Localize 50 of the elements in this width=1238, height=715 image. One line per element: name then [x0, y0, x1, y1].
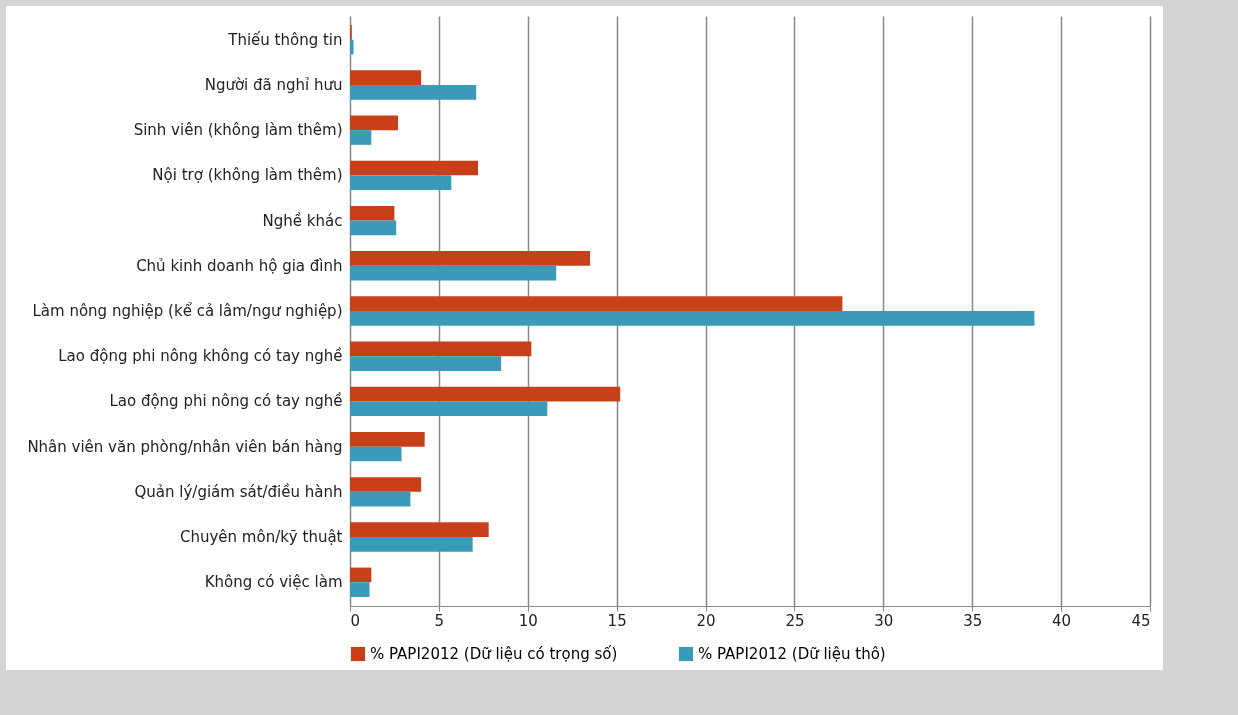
y-tick-label: Nhân viên văn phòng/nhân viên bán hàng — [27, 437, 343, 456]
bar — [350, 220, 397, 236]
bar — [350, 356, 502, 371]
bar — [350, 130, 372, 145]
y-tick-label: Nghề khác — [262, 211, 343, 230]
x-tick-label: 5 — [434, 611, 445, 630]
bar — [350, 537, 473, 552]
y-tick-label: Chủ kinh doanh hộ gia đình — [136, 256, 343, 275]
bar — [350, 70, 422, 85]
bar — [350, 175, 452, 191]
bar — [350, 341, 532, 357]
bar — [350, 115, 398, 131]
legend-label: % PAPI2012 (Dữ liệu có trọng số) — [370, 645, 618, 663]
bar — [350, 160, 478, 176]
y-tick-label: Người đã nghỉ hưu — [204, 75, 343, 94]
x-tick-label: 45 — [1131, 611, 1151, 630]
bar — [350, 477, 422, 492]
bar — [350, 251, 590, 266]
x-tick-label: 35 — [963, 611, 983, 630]
bar — [350, 84, 477, 100]
x-tick-label: 30 — [874, 611, 894, 630]
bar — [350, 522, 489, 538]
y-tick-label: Chuyên môn/kỹ thuật — [179, 528, 343, 547]
bar — [350, 446, 402, 462]
y-tick-label: Sinh viên (không làm thêm) — [133, 121, 343, 140]
x-tick-label: 15 — [607, 611, 627, 630]
bar — [350, 311, 1035, 326]
y-tick-label: Không có việc làm — [204, 573, 343, 592]
x-tick-label: 0 — [350, 611, 361, 630]
bar — [350, 582, 370, 597]
bar — [350, 39, 354, 55]
y-tick-label: Làm nông nghiệp (kể cả lâm/ngư nghiệp) — [32, 302, 343, 320]
x-tick-label: 25 — [785, 611, 805, 630]
y-tick-label: Thiếu thông tin — [227, 30, 343, 49]
bar — [350, 386, 621, 402]
bar — [350, 265, 557, 281]
bar — [350, 401, 548, 417]
bar — [350, 567, 372, 583]
y-tick-label: Quản lý/giám sát/điều hành — [134, 482, 343, 501]
bar — [350, 491, 411, 507]
y-tick-label: Lao động phi nông có tay nghề — [109, 392, 343, 411]
bar — [350, 205, 395, 221]
x-tick-label: 20 — [696, 611, 716, 630]
y-tick-label: Lao động phi nông không có tay nghề — [58, 347, 343, 366]
y-tick-label: Nội trợ (không làm thêm) — [152, 166, 343, 185]
legend-label: % PAPI2012 (Dữ liệu thô) — [698, 645, 886, 663]
bar — [350, 431, 425, 447]
bar — [350, 296, 843, 311]
x-tick-label: 40 — [1052, 611, 1072, 630]
x-tick-label: 10 — [518, 611, 538, 630]
